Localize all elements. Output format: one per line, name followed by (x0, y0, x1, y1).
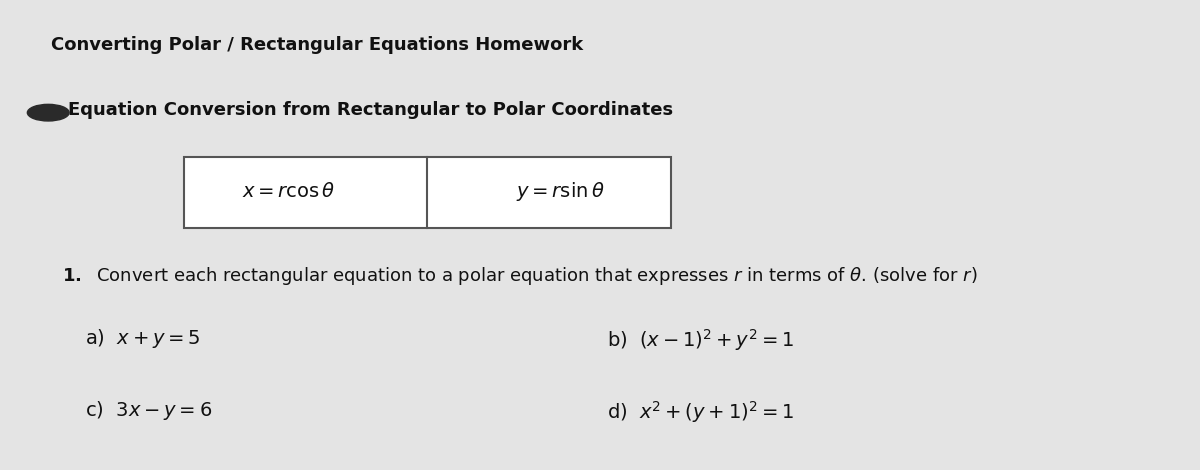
Circle shape (28, 104, 70, 121)
Text: d)  $x^2 + (y + 1)^2 = 1$: d) $x^2 + (y + 1)^2 = 1$ (607, 399, 794, 425)
Text: a)  $x + y = 5$: a) $x + y = 5$ (85, 327, 200, 350)
Text: $\mathbf{1.}$  Convert each rectangular equation to a polar equation that expres: $\mathbf{1.}$ Convert each rectangular e… (62, 265, 978, 287)
Text: Converting Polar / Rectangular Equations Homework: Converting Polar / Rectangular Equations… (50, 37, 583, 55)
Text: c)  $3x - y = 6$: c) $3x - y = 6$ (85, 399, 212, 422)
FancyBboxPatch shape (184, 157, 671, 228)
Text: $x = r\cos\theta$: $x = r\cos\theta$ (241, 181, 335, 201)
Text: b)  $(x - 1)^2 + y^2 = 1$: b) $(x - 1)^2 + y^2 = 1$ (607, 327, 794, 353)
Text: $y = r\sin\theta$: $y = r\sin\theta$ (516, 180, 605, 203)
Text: Equation Conversion from Rectangular to Polar Coordinates: Equation Conversion from Rectangular to … (68, 101, 673, 119)
